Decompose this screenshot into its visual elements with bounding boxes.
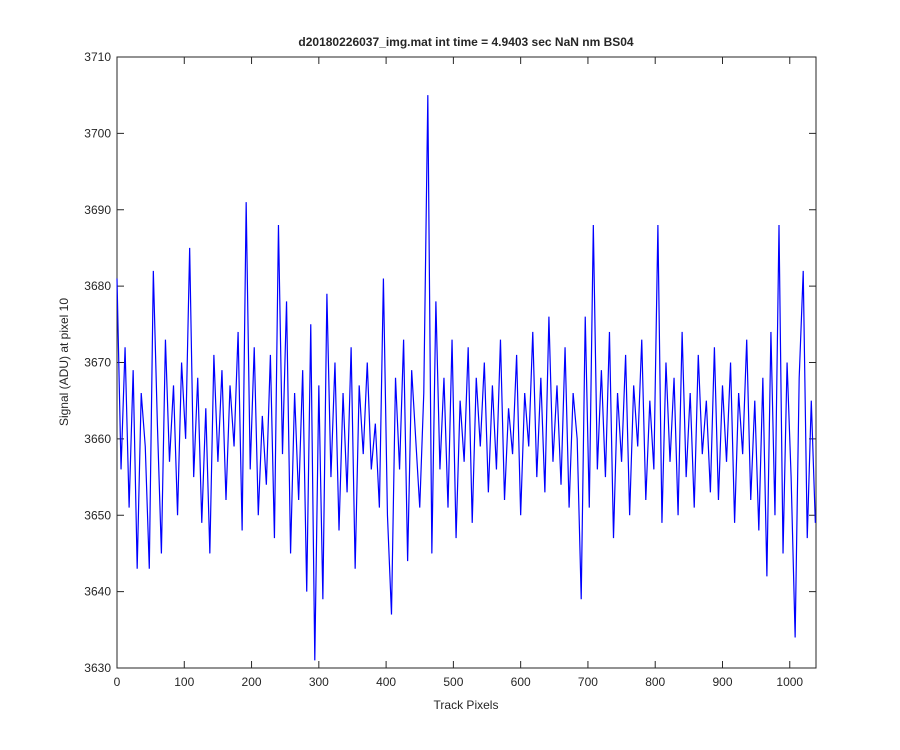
x-tick-label: 200 <box>242 675 262 689</box>
y-tick-label: 3690 <box>84 203 111 217</box>
y-tick-label: 3670 <box>84 356 111 370</box>
chart-title: d20180226037_img.mat int time = 4.9403 s… <box>298 35 634 49</box>
y-tick-label: 3660 <box>84 432 111 446</box>
x-tick-label: 600 <box>511 675 531 689</box>
x-tick-label: 900 <box>712 675 732 689</box>
x-tick-label: 500 <box>443 675 463 689</box>
y-tick-label: 3700 <box>84 126 111 140</box>
y-tick-label: 3630 <box>84 661 111 675</box>
y-tick-label: 3710 <box>84 50 111 64</box>
y-tick-label: 3680 <box>84 279 111 293</box>
plot-area <box>116 56 817 669</box>
y-tick-label: 3650 <box>84 508 111 522</box>
x-tick-label: 100 <box>174 675 194 689</box>
y-axis-label: Signal (ADU) at pixel 10 <box>57 298 71 426</box>
x-tick-label: 0 <box>114 675 121 689</box>
x-tick-label: 1000 <box>776 675 803 689</box>
data-line <box>116 95 816 661</box>
y-tick-label: 3640 <box>84 585 111 599</box>
x-tick-label: 700 <box>578 675 598 689</box>
x-tick-label: 800 <box>645 675 665 689</box>
x-tick-label: 400 <box>376 675 396 689</box>
x-axis-label: Track Pixels <box>434 698 499 712</box>
x-tick-label: 300 <box>309 675 329 689</box>
